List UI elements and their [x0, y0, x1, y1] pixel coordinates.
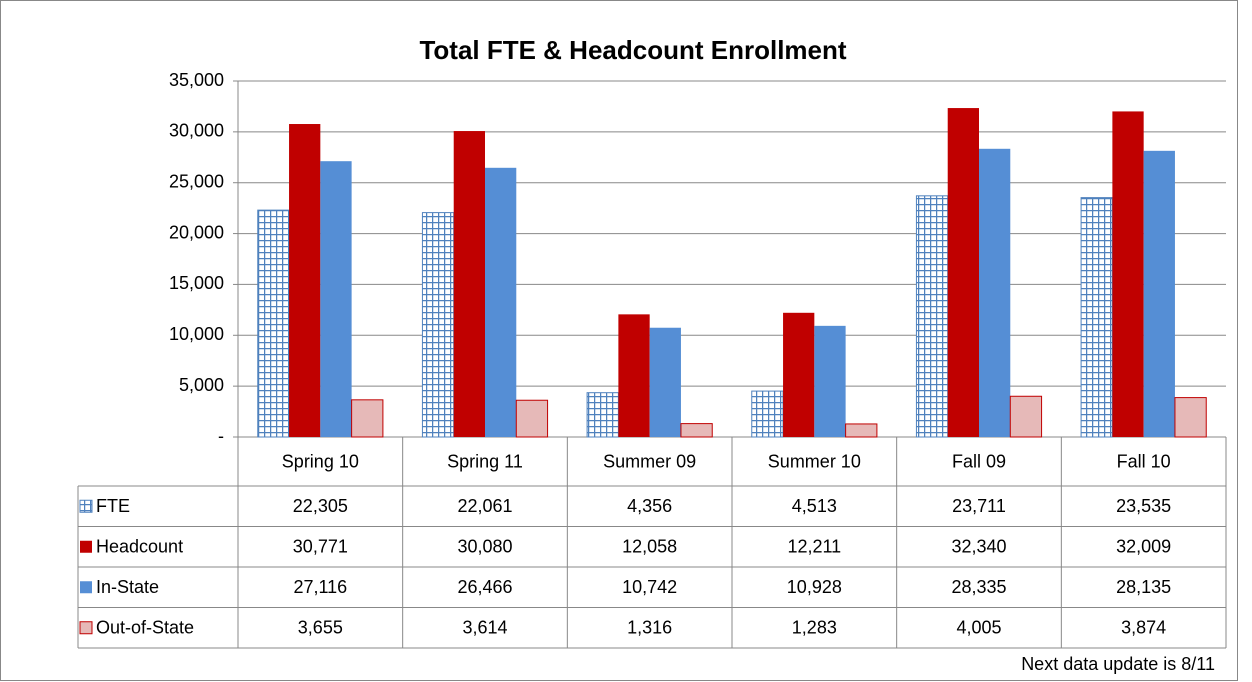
legend-label: In-State	[96, 577, 159, 597]
note: Next data update is 8/11	[1021, 654, 1215, 674]
table-cell: 4,356	[627, 496, 672, 516]
bar	[915, 195, 949, 438]
y-tick-label: 35,000	[169, 70, 224, 90]
table-cell: 4,005	[956, 618, 1001, 638]
table-cell: 23,711	[952, 496, 1006, 516]
table-cell: 28,335	[951, 577, 1006, 597]
table-cell: 26,466	[457, 577, 512, 597]
table-cell: 10,928	[787, 577, 842, 597]
bar	[947, 108, 979, 437]
bar	[289, 124, 321, 438]
x-tick-label: Spring 10	[282, 451, 359, 471]
legend-label: Headcount	[96, 537, 183, 557]
x-tick-label: Fall 10	[1117, 451, 1171, 471]
table-cell: 32,340	[951, 537, 1006, 557]
table-cell: 22,305	[293, 496, 348, 516]
x-tick-label: Summer 09	[603, 451, 696, 471]
bar	[783, 312, 815, 437]
table-cell: 30,771	[293, 537, 348, 557]
table-cell: 32,009	[1116, 537, 1171, 557]
table-cell: 22,061	[457, 496, 512, 516]
legend-swatch	[80, 581, 92, 594]
bar	[1009, 395, 1043, 438]
legend-label: FTE	[96, 496, 130, 516]
bar	[979, 148, 1011, 437]
table-cell: 4,513	[792, 496, 837, 516]
y-tick-label: 20,000	[169, 222, 224, 242]
bar	[515, 399, 549, 438]
y-tick-label: 30,000	[169, 121, 224, 141]
legend-swatch	[79, 621, 93, 635]
table-cell: 12,058	[622, 537, 677, 557]
chart-title: Total FTE & Headcount Enrollment	[419, 35, 846, 65]
table-cell: 27,116	[293, 577, 347, 597]
table-cell: 10,742	[622, 577, 677, 597]
legend-swatch	[79, 499, 93, 513]
table-cell: 3,655	[298, 618, 343, 638]
legend-label: Out-of-State	[96, 618, 194, 638]
x-tick-label: Spring 11	[447, 451, 523, 471]
y-tick-label: 10,000	[169, 324, 224, 344]
y-tick-label: -	[218, 426, 224, 446]
y-tick-label: 5,000	[179, 375, 224, 395]
bar	[586, 392, 619, 438]
bar	[1112, 111, 1144, 438]
bar	[845, 423, 878, 438]
x-tick-label: Fall 09	[952, 451, 1006, 471]
bar	[1143, 150, 1175, 438]
bar	[618, 314, 650, 437]
bar	[649, 327, 681, 437]
table-cell: 3,874	[1121, 618, 1166, 638]
x-tick-label: Summer 10	[768, 451, 861, 471]
bar	[1080, 197, 1113, 438]
bar	[453, 131, 485, 437]
table-cell: 12,211	[787, 537, 841, 557]
bar	[1174, 397, 1207, 438]
bar	[814, 325, 846, 437]
bar	[421, 212, 455, 438]
bar	[320, 161, 352, 438]
table-cell: 1,316	[627, 618, 672, 638]
bar	[485, 167, 517, 437]
table-cell: 3,614	[462, 618, 507, 638]
legend-swatch	[80, 540, 92, 553]
table-cell: 1,283	[792, 618, 837, 638]
table-cell: 30,080	[457, 537, 512, 557]
y-tick-label: 25,000	[169, 171, 224, 191]
table-cell: 28,135	[1116, 577, 1171, 597]
bar	[257, 209, 290, 438]
bar	[351, 399, 384, 438]
bar	[680, 423, 713, 438]
table-cell: 23,535	[1116, 496, 1171, 516]
y-tick-label: 15,000	[169, 273, 224, 293]
bar	[751, 390, 784, 438]
